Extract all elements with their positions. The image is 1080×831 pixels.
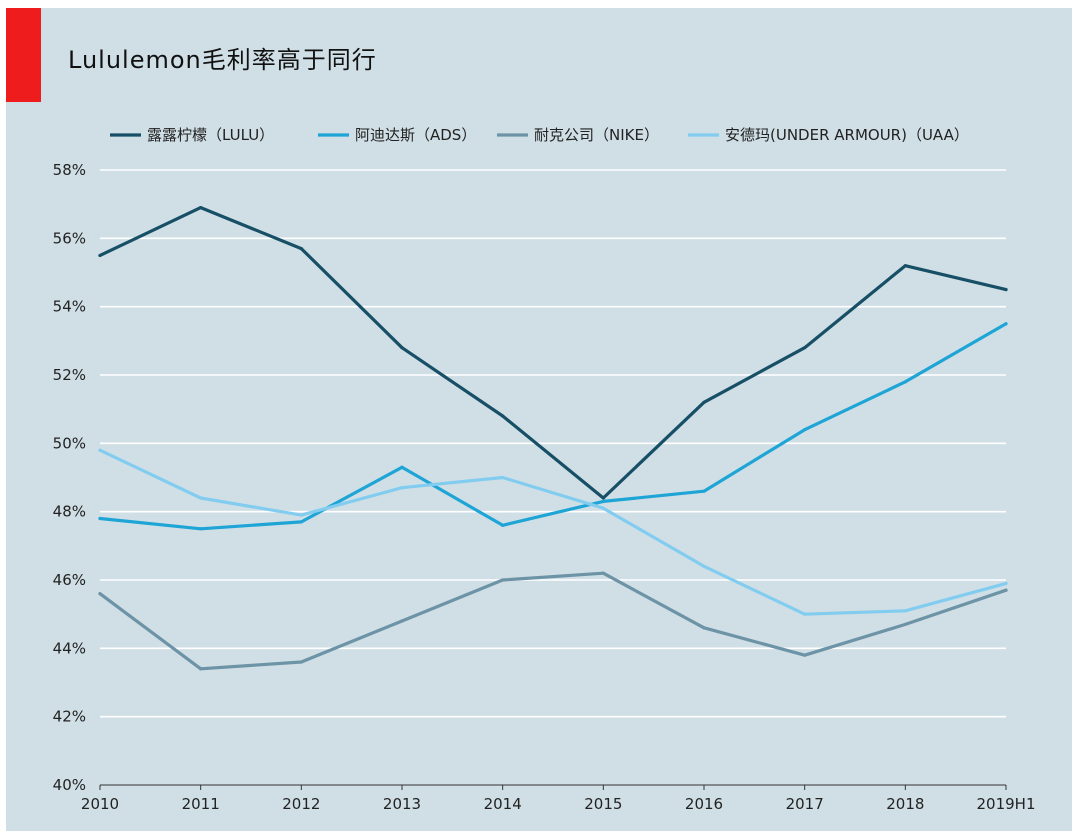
y-tick-label: 44% bbox=[53, 639, 86, 657]
data-point bbox=[501, 523, 505, 527]
series-lines bbox=[98, 205, 1008, 671]
data-point bbox=[803, 612, 807, 616]
data-point bbox=[1004, 287, 1008, 292]
x-tick-label: 2017 bbox=[786, 795, 824, 813]
data-point bbox=[199, 527, 203, 531]
y-tick-label: 50% bbox=[53, 434, 86, 452]
data-point bbox=[903, 380, 907, 384]
series-line-3 bbox=[98, 448, 1008, 616]
data-point bbox=[803, 346, 807, 350]
data-point bbox=[400, 465, 404, 469]
data-point bbox=[501, 414, 505, 418]
x-tick-label: 2015 bbox=[584, 795, 622, 813]
data-point bbox=[702, 564, 706, 568]
series-line-1 bbox=[98, 322, 1008, 531]
series-line-2 bbox=[98, 571, 1008, 671]
y-tick-label: 46% bbox=[53, 571, 86, 589]
series-line-0 bbox=[98, 206, 1008, 500]
data-point bbox=[803, 428, 807, 432]
legend-label: 安德玛(UNDER ARMOUR)（UAA） bbox=[725, 126, 969, 144]
y-tick-label: 42% bbox=[53, 708, 86, 726]
x-tick-label: 2010 bbox=[81, 795, 119, 813]
data-point bbox=[299, 660, 303, 664]
data-point bbox=[1004, 581, 1008, 586]
data-point bbox=[1004, 588, 1008, 592]
data-point bbox=[501, 578, 505, 582]
data-point bbox=[1004, 322, 1008, 326]
y-tick-label: 48% bbox=[53, 503, 86, 521]
data-point bbox=[98, 592, 102, 596]
legend: 露露柠檬（LULU） 阿迪达斯（ADS） 耐克公司（NIKE） 安德玛(UNDER A… bbox=[110, 126, 969, 144]
data-point bbox=[400, 619, 404, 623]
data-point bbox=[199, 496, 203, 500]
data-point bbox=[299, 513, 303, 517]
data-point bbox=[299, 520, 303, 524]
page-title: Lululemon毛利率高于同行 bbox=[68, 46, 377, 74]
y-tick-label: 58% bbox=[53, 161, 86, 179]
data-point bbox=[299, 246, 303, 251]
x-tick-label: 2019H1 bbox=[977, 795, 1036, 813]
x-tick-label: 2014 bbox=[484, 795, 522, 813]
x-tick-label: 2013 bbox=[383, 795, 421, 813]
data-point bbox=[601, 506, 605, 510]
data-point bbox=[803, 653, 807, 657]
legend-label: 阿迪达斯（ADS） bbox=[355, 126, 476, 144]
data-point bbox=[98, 516, 102, 521]
x-tick-label: 2012 bbox=[282, 795, 320, 813]
data-point bbox=[601, 496, 605, 500]
data-point bbox=[903, 264, 907, 268]
legend-label: 耐克公司（NIKE） bbox=[534, 126, 659, 144]
gridlines bbox=[100, 169, 1006, 718]
y-tick-label: 56% bbox=[53, 229, 86, 247]
x-tick-label: 2016 bbox=[685, 795, 723, 813]
data-point bbox=[702, 400, 706, 404]
data-point bbox=[601, 499, 605, 504]
x-tick-label: 2011 bbox=[182, 795, 220, 813]
data-point bbox=[702, 489, 706, 493]
data-point bbox=[199, 205, 203, 210]
data-point bbox=[903, 609, 907, 613]
y-tick-label: 52% bbox=[53, 366, 86, 384]
data-point bbox=[702, 626, 706, 630]
y-tick-label: 54% bbox=[53, 298, 86, 316]
data-point bbox=[98, 253, 102, 258]
axes: 40% 42% 44% 46% 48% 50% 52% 54% 56% 58% 2010 2011 20… bbox=[53, 161, 1036, 813]
data-point bbox=[400, 486, 404, 490]
data-point bbox=[601, 571, 605, 575]
chart-background bbox=[6, 8, 1072, 831]
data-point bbox=[501, 475, 505, 480]
data-point bbox=[98, 448, 102, 452]
data-point bbox=[199, 667, 203, 671]
x-tick-label: 2018 bbox=[886, 795, 924, 813]
data-point bbox=[903, 622, 907, 627]
data-point bbox=[400, 346, 404, 350]
legend-label: 露露柠檬（LULU） bbox=[147, 126, 274, 144]
y-tick-label: 40% bbox=[53, 776, 86, 794]
title-accent-bar bbox=[6, 8, 41, 102]
